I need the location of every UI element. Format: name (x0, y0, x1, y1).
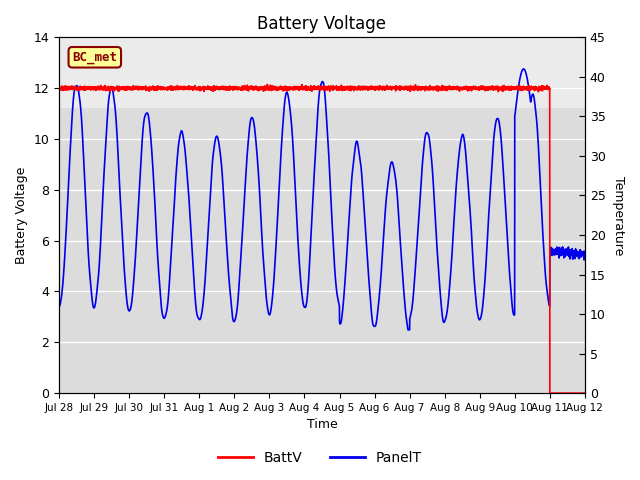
Y-axis label: Battery Voltage: Battery Voltage (15, 167, 28, 264)
Title: Battery Voltage: Battery Voltage (257, 15, 387, 33)
Legend: BattV, PanelT: BattV, PanelT (212, 445, 428, 471)
Bar (59, 37, 585, 108)
X-axis label: Time: Time (307, 419, 337, 432)
Y-axis label: Temperature: Temperature (612, 176, 625, 255)
Text: BC_met: BC_met (72, 51, 117, 64)
